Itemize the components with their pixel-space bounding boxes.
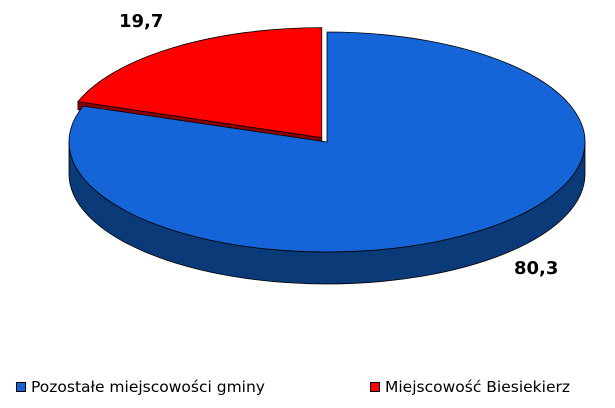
legend-label-pozostale: Pozostałe miejscowości gminy xyxy=(31,378,265,396)
pie-slice-biesiekierz xyxy=(77,27,323,139)
legend-swatch-red xyxy=(370,382,380,392)
pie-slice-pozostale xyxy=(68,31,586,253)
legend-item-pozostale: Pozostałe miejscowości gminy xyxy=(16,378,265,396)
legend-label-biesiekierz: Miejscowość Biesiekierz xyxy=(385,378,571,396)
legend-swatch-blue xyxy=(16,382,26,392)
legend-item-biesiekierz: Miejscowość Biesiekierz xyxy=(370,378,570,396)
chart-legend: Pozostałe miejscowości gminy Miejscowość… xyxy=(0,378,615,404)
data-label-pozostale: 80,3 xyxy=(514,258,558,279)
data-label-biesiekierz: 19,7 xyxy=(119,11,163,32)
